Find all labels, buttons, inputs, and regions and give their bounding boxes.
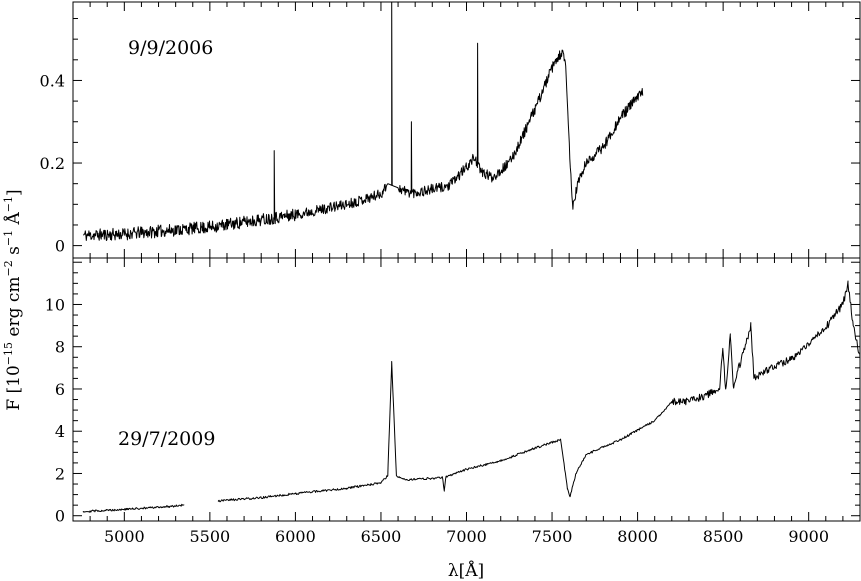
x-axis-label: λ[Å] <box>448 560 484 581</box>
top-spectrum-line <box>83 2 644 241</box>
x-tick-label: 6000 <box>275 527 316 546</box>
bottom-spectrum-line <box>217 280 860 503</box>
y-tick-label: 0 <box>55 237 65 256</box>
y-tick-label: 6 <box>55 380 65 399</box>
x-tick-label: 7500 <box>532 527 573 546</box>
y-tick-label: 2 <box>55 464 65 483</box>
x-tick-label: 7000 <box>446 527 487 546</box>
top-panel-annotation: 9/9/2006 <box>128 37 213 59</box>
y-tick-label: 4 <box>55 422 65 441</box>
y-tick-label: 0.2 <box>40 154 65 173</box>
y-tick-label: 0 <box>55 507 65 526</box>
bottom-panel-frame <box>72 257 861 522</box>
x-tick-label: 8000 <box>617 527 658 546</box>
x-tick-label: 6500 <box>361 527 402 546</box>
bottom-panel: 5000 5500 6000 6500 7000 7500 8000 8500 9000 0 2 4 6… <box>45 257 861 546</box>
x-tick-label: 5500 <box>190 527 231 546</box>
y-tick-label: 10 <box>45 295 65 314</box>
y-axis-label: F [10−15 erg cm−2 s−1 Å−1] <box>2 189 24 410</box>
bottom-spectrum-line <box>82 503 185 513</box>
x-tick-label: 8500 <box>703 527 744 546</box>
x-tick-label: 5000 <box>104 527 145 546</box>
bottom-panel-annotation: 29/7/2009 <box>118 428 215 450</box>
y-tick-label: 8 <box>55 338 65 357</box>
y-tick-label: 0.4 <box>40 71 65 90</box>
x-tick-label: 9000 <box>788 527 829 546</box>
